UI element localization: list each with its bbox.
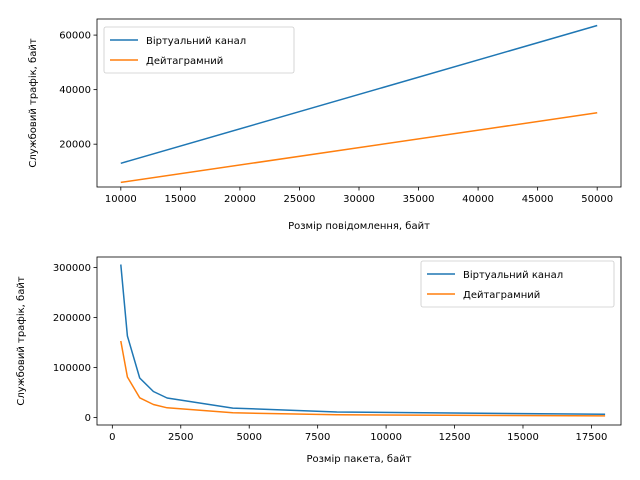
series-line-1 bbox=[120, 112, 598, 184]
legend-label: Дейтаграмний bbox=[146, 56, 223, 67]
chart-packet-size: 0 2500 5000 7500 10000 12500 15000 17500 0 100000… bbox=[15, 256, 622, 465]
x-tick-label: 35000 bbox=[403, 194, 435, 205]
x-tick-label: 17500 bbox=[576, 432, 608, 443]
x-tick-label: 10000 bbox=[105, 194, 137, 205]
x-tick-label: 5000 bbox=[236, 432, 261, 443]
x-tick-label: 50000 bbox=[581, 194, 613, 205]
x-tick-label: 10000 bbox=[370, 432, 402, 443]
y-axis-label: Службовий трафік, байт bbox=[15, 276, 27, 405]
legend-label: Віртуальний канал bbox=[146, 35, 246, 47]
x-tick-label: 12500 bbox=[439, 432, 471, 443]
x-tick-label: 20000 bbox=[224, 194, 256, 205]
legend-box bbox=[420, 260, 615, 308]
legend-box bbox=[103, 26, 295, 74]
y-tick-label: 300000 bbox=[53, 263, 91, 274]
y-axis-label: Службовий трафік, байт bbox=[27, 38, 39, 167]
y-tick-label: 60000 bbox=[59, 31, 91, 42]
y-tick-label: 200000 bbox=[53, 313, 91, 324]
x-tick-label: 15000 bbox=[164, 194, 196, 205]
x-tick-label: 25000 bbox=[284, 194, 316, 205]
x-tick-label: 40000 bbox=[462, 194, 494, 205]
x-tick-label: 30000 bbox=[343, 194, 375, 205]
series-line-0 bbox=[120, 24, 598, 165]
x-tick-label: 2500 bbox=[168, 432, 193, 443]
series-line-1 bbox=[120, 340, 606, 417]
x-tick-label: 45000 bbox=[522, 194, 554, 205]
y-tick-label: 100000 bbox=[53, 363, 91, 374]
y-tick-label: 0 bbox=[85, 413, 91, 424]
x-tick-label: 0 bbox=[109, 432, 115, 443]
x-tick-label: 15000 bbox=[507, 432, 539, 443]
plot-frame bbox=[96, 256, 622, 426]
legend-label: Віртуальний канал bbox=[463, 269, 563, 281]
x-axis-label: Розмір пакета, байт bbox=[306, 453, 411, 465]
x-tick-label: 7500 bbox=[305, 432, 330, 443]
series-line-0 bbox=[120, 264, 606, 416]
y-tick-label: 40000 bbox=[59, 85, 91, 96]
y-tick-label: 20000 bbox=[59, 140, 91, 151]
chart-message-size: 10000 15000 20000 25000 30000 35000 40000 45000… bbox=[27, 18, 622, 232]
x-axis-label: Розмір повідомлення, байт bbox=[288, 220, 430, 232]
legend-label: Дейтаграмний bbox=[463, 290, 540, 301]
